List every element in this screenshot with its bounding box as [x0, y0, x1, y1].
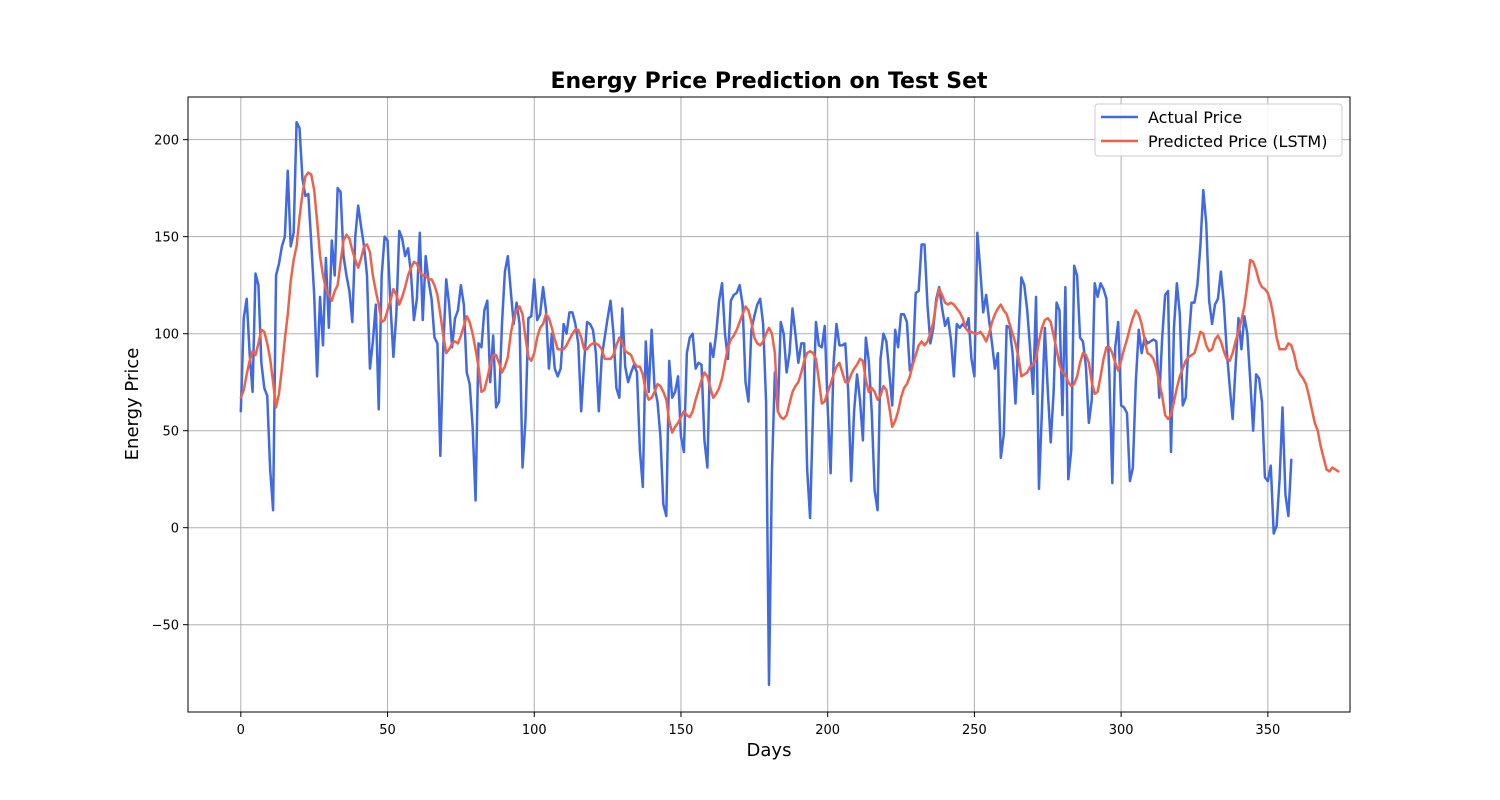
x-tick-label: 0 — [237, 723, 245, 738]
legend: Actual Price Predicted Price (LSTM) — [1094, 103, 1343, 157]
x-axis-label: Days — [747, 740, 792, 761]
x-tick-label: 50 — [379, 723, 396, 738]
series-lines — [239, 120, 1340, 687]
chart-title: Energy Price Prediction on Test Set — [550, 69, 988, 94]
y-tick-label: 0 — [171, 522, 179, 537]
legend-label-actual: Actual Price — [1148, 108, 1242, 127]
y-tick-label: 50 — [162, 425, 179, 440]
y-axis-label: Energy Price — [122, 348, 143, 461]
x-tick-label: 100 — [522, 723, 547, 738]
y-tick-label: 200 — [154, 134, 179, 149]
y-tick-label: −50 — [152, 619, 179, 634]
legend-box — [1094, 103, 1343, 157]
series-line-actual — [239, 120, 1293, 687]
plot-frame — [187, 96, 1351, 713]
x-tick-label: 150 — [669, 723, 694, 738]
x-tick-label: 350 — [1255, 723, 1280, 738]
y-tick-label: 100 — [154, 328, 179, 343]
x-tick-label: 300 — [1109, 723, 1134, 738]
legend-label-predicted: Predicted Price (LSTM) — [1148, 132, 1327, 151]
x-tick-label: 200 — [815, 723, 840, 738]
axis-ticks: 0 50 100 150 200 250 300 350 −50 0 50 100 150 200 — [152, 134, 1281, 738]
y-tick-label: 150 — [154, 231, 179, 246]
x-tick-label: 250 — [962, 723, 987, 738]
series-line-predicted — [239, 171, 1340, 473]
